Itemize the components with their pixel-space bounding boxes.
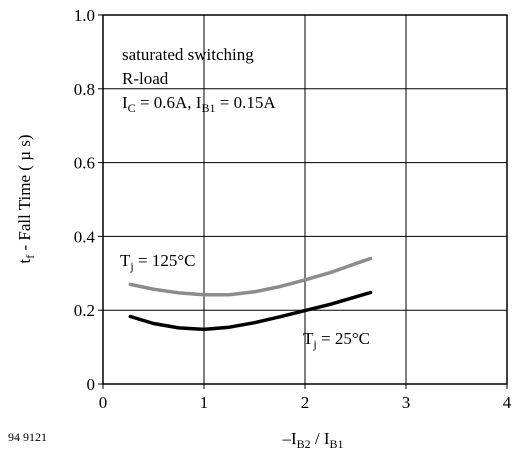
series-label-25c-part: j: [312, 337, 316, 351]
annotation-line-part: I: [122, 93, 128, 112]
series-label-25c-part: T: [303, 329, 314, 348]
x-tick-label: 2: [301, 393, 310, 412]
series-label-25c: Tj = 25°C: [303, 329, 370, 351]
annotation-line-part: B1: [201, 101, 215, 115]
chart-texts: saturated switching R-load IC = 0.6A, IB1 …: [8, 45, 370, 451]
series-label-25c-part: = 25°C: [317, 329, 370, 348]
x-axis-label: –IB2 / IB1: [281, 429, 343, 451]
x-tick-label: 4: [503, 393, 512, 412]
y-tick-label: 0.4: [74, 227, 96, 246]
x-tick-label: 0: [99, 393, 108, 412]
series-label-125c-part: = 125°C: [134, 251, 196, 270]
series-label-125c-part: j: [129, 259, 133, 273]
annotation-line: IC = 0.6A, IB1 = 0.15A: [122, 93, 276, 115]
series-line-1: [128, 290, 373, 332]
annotation-line-part: = 0.6A, I: [136, 93, 202, 112]
x-axis-label-part: / I: [311, 429, 330, 448]
y-tick-label: 0: [87, 375, 96, 394]
x-axis-label-part: B1: [330, 437, 344, 451]
annotation-line: saturated switching: [122, 45, 254, 64]
y-tick-label: 0.2: [74, 301, 95, 320]
series-label-125c: Tj = 125°C: [120, 251, 195, 273]
series-label-125c-part: T: [120, 251, 131, 270]
grid-lines: [103, 15, 507, 384]
figure-id: 94 9121: [8, 430, 47, 444]
series-lines: [128, 256, 373, 332]
x-axis-label-part: –I: [281, 429, 297, 448]
x-axis-label-part: B2: [297, 437, 311, 451]
x-tick-label: 1: [200, 393, 209, 412]
annotation-line-part: C: [128, 101, 136, 115]
y-axis-label: tf - Fall Time ( µ s): [15, 134, 37, 263]
y-tick-label: 0.6: [74, 154, 95, 173]
y-axis-label-part: t: [15, 259, 34, 264]
y-axis-label-part: - Fall Time ( µ s): [15, 134, 34, 254]
y-tick-label: 1.0: [74, 6, 95, 25]
x-tick-label: 3: [402, 393, 411, 412]
annotation-line: R-load: [122, 69, 169, 88]
tick-labels: 0 0.2 0.4 0.6 0.8 1.0 0 1 2 3 4: [74, 6, 512, 412]
annotation-line-part: = 0.15A: [215, 93, 276, 112]
y-axis-label-part: f: [23, 255, 37, 259]
series-line-0: [128, 256, 373, 297]
y-tick-label: 0.8: [74, 80, 95, 99]
